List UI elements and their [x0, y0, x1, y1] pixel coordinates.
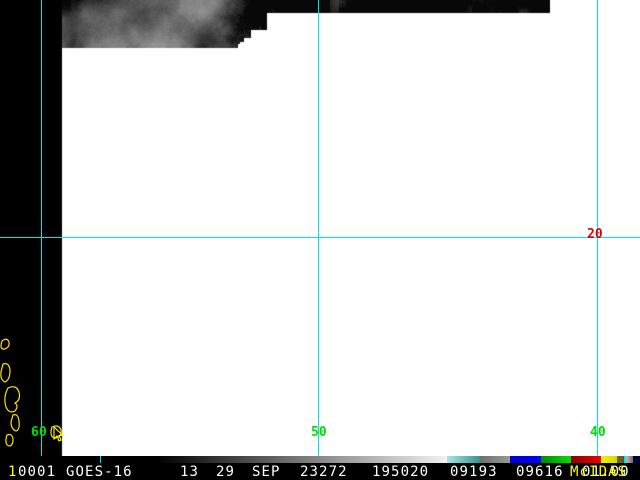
- colorbar-segment-6: [510, 456, 541, 463]
- colorbar-segment-0: [0, 456, 100, 463]
- colorbar-segment-3: [160, 456, 447, 463]
- lon-label-60w: 60: [31, 425, 47, 440]
- satellite-infrared-image[interactable]: [0, 0, 640, 456]
- element-coordinate: 09616: [516, 464, 564, 480]
- gridline-longitude-50w: [318, 0, 319, 456]
- colorbar-segment-7: [541, 456, 571, 463]
- band-number: 13: [180, 464, 200, 480]
- satellite-image-viewport[interactable]: 60 50 40 20: [0, 0, 640, 456]
- gridline-longitude-60w: [41, 0, 42, 456]
- month: SEP: [252, 464, 281, 480]
- observation-time: 195020: [372, 464, 430, 480]
- resolution: 01.00: [582, 464, 630, 480]
- colorbar-segment-5: [480, 456, 510, 463]
- colorbar-segment-2: [101, 456, 160, 463]
- gridline-longitude-40w: [597, 0, 598, 456]
- enhancement-color-bar[interactable]: [0, 456, 640, 463]
- line-coordinate: 09193: [450, 464, 498, 480]
- arrow-cursor: [53, 427, 64, 442]
- colorbar-segment-10: [617, 456, 624, 463]
- colorbar-segment-8: [571, 456, 601, 463]
- image-annotation-bar: 1 0001 GOES-16 13 29 SEP 23272 195020 09…: [0, 463, 640, 480]
- gridline-latitude-20n: [0, 237, 640, 238]
- colorbar-segment-11: [624, 456, 626, 463]
- julian-date: 23272: [300, 464, 348, 480]
- colorbar-segment-1: [100, 456, 101, 463]
- mcidas-branding: McIDAS: [570, 464, 628, 480]
- colorbar-segment-12: [626, 456, 633, 463]
- lat-label-20n: 20: [587, 227, 603, 242]
- colorbar-segment-13: [633, 456, 640, 463]
- colorbar-segment-9: [601, 456, 617, 463]
- colorbar-segment-4: [447, 456, 480, 463]
- lon-label-40w: 40: [590, 425, 606, 440]
- satellite-name: GOES-16: [66, 464, 133, 480]
- frame-number: 1: [8, 464, 18, 480]
- station-id: 0001: [18, 464, 57, 480]
- day-of-month: 29: [216, 464, 236, 480]
- lon-label-50w: 50: [311, 425, 327, 440]
